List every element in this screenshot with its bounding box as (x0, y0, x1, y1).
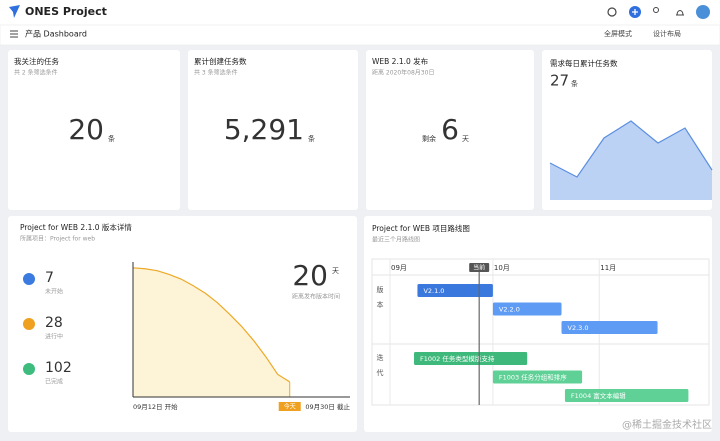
fullscreen-button[interactable]: 全屏模式 (604, 29, 632, 38)
breadcrumb[interactable]: 产品 Dashboard (25, 29, 87, 39)
countdown-value: 20 (292, 259, 328, 292)
today-badge (469, 263, 490, 272)
group-label: 迭代 (376, 353, 384, 384)
month-label: 09月 (391, 264, 407, 272)
toolbar (0, 24, 720, 46)
stat-icon (23, 318, 35, 330)
menu-icon[interactable] (10, 30, 18, 38)
start-label: 09月12日 开始 (133, 402, 178, 411)
card-prefix: 剩余 (422, 134, 436, 143)
card-unit: 条 (108, 134, 115, 143)
card-unit: 条 (571, 79, 578, 88)
countdown-unit: 天 (332, 267, 339, 275)
card-title: WEB 2.1.0 发布 (372, 56, 429, 66)
card-value: 6 (441, 113, 459, 146)
gantt-frame (371, 258, 710, 406)
gantt-bar[interactable] (564, 389, 689, 402)
group-label: 版本 (376, 285, 384, 316)
gantt-bar-label: F1004 富文本编辑 (571, 391, 626, 400)
stat-value: 7 (45, 270, 54, 286)
card (8, 50, 180, 210)
card (364, 216, 712, 432)
logo (9, 5, 20, 18)
area-line (132, 267, 291, 383)
area-fill (133, 267, 290, 397)
gantt-bar-label: V2.3.0 (568, 324, 589, 332)
gantt-bar-label: F1003 任务分组和排序 (499, 373, 567, 382)
card-title: 我关注的任务 (14, 56, 59, 66)
today-badge (278, 402, 301, 411)
stat-value: 28 (45, 315, 63, 331)
stat-label: 进行中 (45, 333, 63, 341)
card-title: 需求每日累计任务数 (550, 58, 618, 68)
card-subtitle: 共 2 条筛选条件 (14, 69, 58, 77)
card-subtitle: 共 3 条筛选条件 (194, 69, 238, 77)
bell-icon[interactable] (676, 10, 684, 16)
card-subtitle: 最近三个月路线图 (372, 236, 420, 244)
stat-label: 已完成 (45, 378, 63, 386)
gantt-bar-label: V2.1.0 (423, 287, 444, 295)
search-icon[interactable] (607, 7, 617, 17)
area-fill (550, 121, 712, 200)
stat-label: 未开始 (45, 288, 63, 296)
card-value: 5,291 (224, 113, 304, 146)
gantt-bar[interactable] (492, 302, 562, 316)
top-bar (0, 0, 720, 25)
gantt-bar[interactable] (561, 321, 658, 334)
card (366, 50, 534, 210)
card-title: Project for WEB 项目路线图 (372, 223, 470, 233)
gantt-bar[interactable] (492, 370, 583, 384)
card-unit: 天 (462, 135, 469, 143)
card-subtitle: 距离 2020年08月30日 (372, 69, 434, 77)
today-label: 当前 (473, 264, 485, 272)
gantt-bar[interactable] (414, 352, 528, 365)
card-unit: 条 (308, 134, 315, 143)
invite-icon[interactable] (653, 7, 659, 13)
stat-value: 102 (45, 360, 72, 376)
month-label: 10月 (494, 264, 510, 272)
area-line (549, 120, 713, 178)
month-label: 11月 (600, 264, 616, 272)
card-value: 27 (550, 72, 569, 90)
stat-icon (23, 273, 35, 285)
card-title: 累计创建任务数 (194, 56, 247, 66)
card (188, 50, 358, 210)
add-icon (632, 9, 638, 15)
end-label: 09月30日 截止 (305, 402, 350, 411)
stat-icon (23, 363, 35, 375)
layout-button[interactable]: 设计布局 (653, 29, 681, 38)
card-value: 20 (68, 113, 104, 146)
today-label: 今天 (284, 403, 296, 411)
app-name: ONES Project (25, 5, 107, 18)
card-subtitle: 所属项目：Project for web (20, 235, 95, 243)
watermark: @稀土掘金技术社区 (622, 418, 712, 431)
gantt-bar-label: V2.2.0 (499, 306, 520, 314)
avatar[interactable] (696, 5, 710, 19)
countdown-label: 距离发布版本时间 (292, 293, 340, 301)
gantt-bar-label: F1002 任务类型模版支持 (420, 354, 495, 363)
gantt-bar[interactable] (417, 284, 493, 297)
card-title: Project for WEB 2.1.0 版本详情 (20, 222, 132, 232)
